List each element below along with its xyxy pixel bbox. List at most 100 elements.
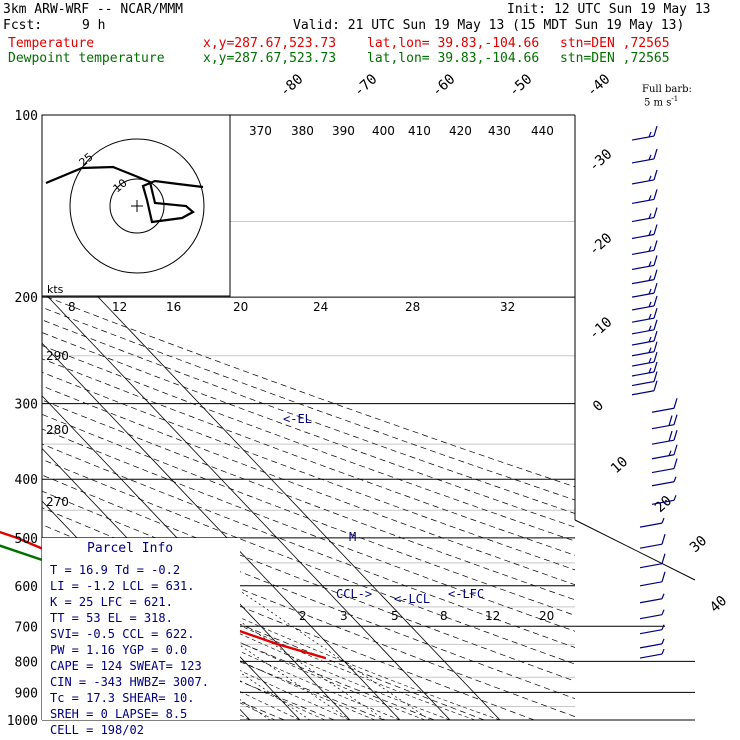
wind-barb-half	[648, 288, 652, 295]
wind-barb-staff	[631, 317, 655, 323]
wind-barb-staff	[651, 439, 675, 445]
parcel-info-row: T = 16.9 Td = -0.2	[50, 563, 180, 577]
wind-barb-staff	[631, 279, 655, 285]
wind-barb	[631, 351, 658, 367]
wind-barb	[631, 330, 658, 346]
wind-barb-staff	[651, 499, 675, 505]
pressure-label: 300	[15, 398, 38, 413]
wind-barb	[631, 169, 658, 185]
wind-barb-flag	[673, 398, 678, 409]
wind-barb-flag	[653, 295, 658, 307]
profile-annotation: <-LCL	[394, 592, 430, 606]
wind-barb	[631, 361, 658, 377]
wind-barb-staff	[651, 454, 675, 460]
wind-barb-half	[648, 336, 652, 343]
wind-barb-flag	[661, 534, 666, 545]
wind-barb-staff	[651, 407, 675, 413]
wind-barb	[631, 189, 658, 204]
wind-barb	[631, 269, 658, 285]
isotherm-label: -60	[429, 71, 459, 100]
wind-barb	[651, 414, 678, 430]
wind-barb-half	[668, 450, 672, 456]
dry-adiabat-line	[42, 306, 575, 501]
wind-barb-half	[648, 275, 652, 281]
wind-barb-flag	[673, 429, 678, 441]
wind-barb	[639, 517, 665, 528]
wind-barb-half	[648, 246, 652, 252]
wind-barb	[651, 476, 677, 487]
wind-barb-staff	[639, 543, 663, 549]
mixing-ratio-label: 20	[539, 609, 554, 623]
wind-barb	[651, 429, 678, 445]
wind-barb-flag	[653, 224, 658, 235]
wind-barb-flag	[653, 148, 658, 160]
wind-barbs	[631, 125, 678, 659]
parcel-info-row: LI = -1.2 LCL = 631.	[50, 579, 195, 593]
wind-barb	[631, 282, 658, 298]
wind-barb	[631, 224, 658, 240]
wind-barb-flag	[653, 269, 658, 280]
wind-barb-half	[648, 195, 652, 201]
wind-scale-label: 16	[166, 300, 181, 314]
theta-label: 400	[372, 124, 395, 138]
dewpoint-latlon: lat,lon= 39.83,-104.66	[367, 51, 540, 66]
wind-barb-staff	[631, 158, 655, 164]
barb-legend-unit-exponent: -1	[671, 95, 679, 103]
wind-barb-staff	[631, 305, 655, 311]
isotherm-line	[42, 395, 351, 720]
wind-barb-flag	[653, 207, 658, 218]
wind-barb-staff	[631, 292, 655, 298]
pressure-label: 900	[15, 686, 38, 701]
parcel-info-row: CELL = 198/02	[50, 723, 144, 737]
theta-e-label: 270	[46, 495, 69, 509]
pressure-label: 1000	[7, 714, 38, 729]
wind-barb-staff	[631, 216, 655, 223]
wind-barb-staff	[631, 340, 655, 346]
barb-legend-unit: 5 m s-1	[644, 94, 678, 108]
isotherm-label: 10	[608, 454, 631, 477]
isotherm-label: -70	[351, 71, 381, 100]
wind-barb-half	[648, 154, 652, 161]
wind-barb	[631, 125, 658, 141]
wind-barb-staff	[631, 371, 655, 377]
wind-barb-flag	[653, 255, 658, 266]
wind-barb-staff	[631, 361, 655, 367]
wind-barb-flag	[653, 319, 658, 331]
wind-barb-half	[648, 230, 652, 236]
wind-scale-label: 12	[112, 300, 127, 314]
wind-barb	[631, 341, 658, 357]
wind-barb-flag	[661, 571, 666, 582]
wind-barb	[639, 624, 665, 635]
isotherm-line	[42, 237, 501, 720]
profile-annotation: <-EL	[283, 412, 312, 426]
wind-barb	[651, 458, 678, 474]
wind-barb-half	[648, 213, 652, 219]
temperature-legend: Temperature	[8, 36, 95, 51]
wind-barb-flag	[653, 169, 658, 181]
dry-adiabat-line	[42, 428, 575, 632]
barb-legend-title: Full barb:	[642, 84, 692, 95]
pressure-label: 700	[15, 620, 38, 635]
wind-barb-flag	[653, 240, 658, 251]
wind-scale-label: 28	[405, 300, 420, 314]
dry-adiabat-line	[42, 332, 575, 528]
wind-barb	[631, 307, 658, 323]
hodograph-ring-outer	[69, 138, 205, 274]
init-time: Init: 12 UTC Sun 19 May 13	[507, 2, 711, 17]
wind-barb-half	[648, 313, 652, 320]
right-border-slant	[574, 519, 696, 581]
wind-barb	[639, 609, 665, 620]
wind-barb-half	[661, 648, 665, 655]
dewpoint-legend: Dewpoint temperature	[8, 51, 165, 66]
wind-barb-staff	[631, 329, 655, 335]
parcel-info-title: Parcel Info	[87, 541, 173, 556]
wind-barb-half	[648, 367, 652, 374]
dewpoint-station: stn=DEN ,72565	[560, 51, 670, 66]
wind-barb	[631, 255, 658, 271]
model-title: 3km ARW-WRF -- NCAR/MMM	[3, 2, 184, 17]
dewpoint-xy: x,y=287.67,523.73	[203, 51, 337, 66]
wind-barb	[639, 593, 665, 604]
wind-barb-staff	[631, 198, 655, 204]
wind-barb-half	[648, 301, 652, 308]
wind-barb-half	[648, 357, 652, 364]
